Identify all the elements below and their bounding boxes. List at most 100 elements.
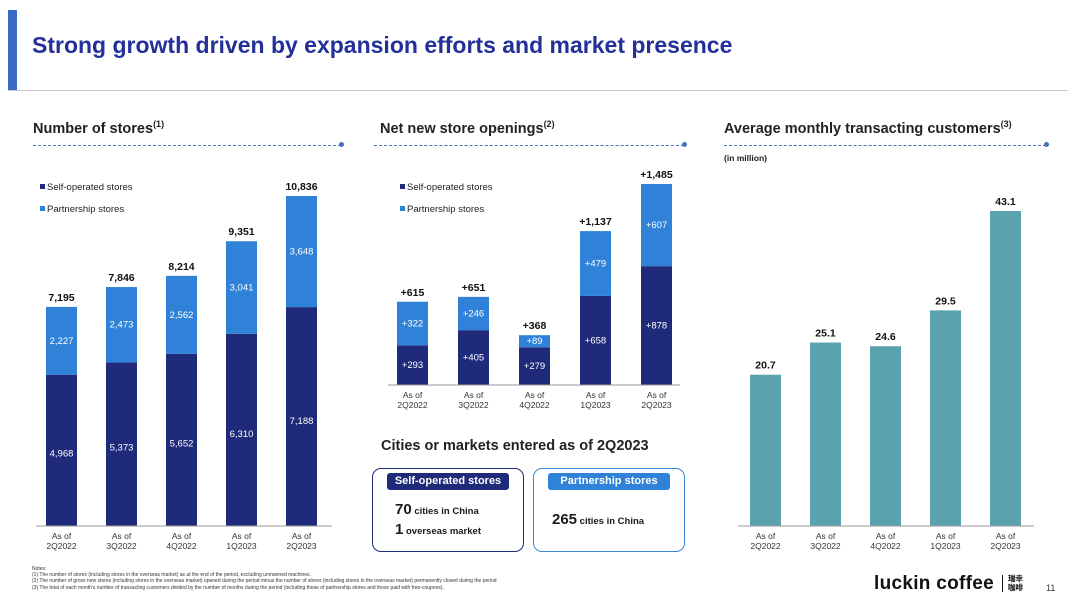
data-label: 5,652 (170, 438, 194, 449)
self-operated-cities-label: Self-operated stores (387, 473, 509, 490)
data-label: +293 (402, 360, 423, 371)
total-label: 8,214 (168, 261, 194, 273)
bar-partnership (226, 241, 257, 334)
data-label: 7,188 (290, 416, 314, 427)
data-label: +279 (524, 361, 545, 372)
bar-partnership (166, 275, 197, 354)
total-label: 7,846 (108, 272, 134, 284)
category-label: As of (876, 531, 896, 541)
total-label: +1,137 (579, 216, 612, 228)
stores-section-rule (33, 142, 344, 147)
category-label: 3Q2022 (810, 541, 841, 551)
customers-section-title: Average monthly transacting customers(3) (724, 119, 1012, 137)
bar-customers (870, 346, 901, 526)
category-label: 3Q2022 (106, 541, 137, 551)
category-label: As of (403, 390, 423, 400)
data-label: 5,373 (110, 442, 134, 453)
legend-swatch (400, 184, 405, 189)
data-label: 3,041 (230, 283, 254, 294)
openings-section-rule (374, 142, 687, 147)
legend-label: Self-operated stores (407, 182, 493, 193)
data-label: 2,473 (110, 320, 134, 331)
category-label: 4Q2022 (870, 541, 901, 551)
bar-self-operated (397, 345, 428, 385)
bar-partnership (580, 231, 611, 296)
openings-section-title: Net new store openings(2) (380, 119, 555, 137)
data-label: +405 (463, 353, 484, 364)
partnership-cities-card: Partnership stores 265 cities in China (533, 468, 685, 552)
category-label: As of (52, 531, 72, 541)
self-operated-overseas-markets: 1 overseas market (395, 521, 481, 538)
legend-label: Self-operated stores (47, 182, 133, 193)
bar-partnership (286, 196, 317, 308)
category-label: 2Q2022 (397, 400, 428, 410)
bar-self-operated (226, 333, 257, 526)
bar-customers (990, 211, 1021, 526)
self-operated-china-cities: 70 cities in China (395, 501, 479, 518)
category-label: 2Q2022 (46, 541, 77, 551)
bar-self-operated (519, 347, 550, 385)
data-label: +878 (646, 321, 667, 332)
customers-section-rule (724, 142, 1049, 147)
category-label: 1Q2023 (226, 541, 257, 551)
total-label: 10,836 (285, 181, 317, 193)
data-label: 3,648 (290, 247, 314, 258)
total-label: 9,351 (228, 226, 254, 238)
category-label: As of (586, 390, 606, 400)
total-label: 7,195 (48, 292, 74, 304)
category-label: As of (816, 531, 836, 541)
bar-partnership (519, 335, 550, 348)
bar-self-operated (166, 353, 197, 526)
page-number: 11 (1046, 583, 1056, 593)
category-label: 2Q2023 (286, 541, 317, 551)
title-divider (8, 90, 1068, 91)
category-label: 2Q2023 (641, 400, 672, 410)
data-label: +607 (646, 220, 667, 231)
category-label: 1Q2023 (930, 541, 961, 551)
data-label: +658 (585, 335, 606, 346)
footnote-header: Notes: (32, 566, 47, 572)
bar-partnership (106, 287, 137, 363)
stores-section-title: Number of stores(1) (33, 119, 165, 137)
partnership-china-cities: 265 cities in China (552, 511, 645, 528)
category-label: 2Q2022 (750, 541, 781, 551)
category-label: 4Q2022 (166, 541, 197, 551)
category-label: As of (525, 390, 545, 400)
data-label: 20.7 (755, 360, 776, 372)
bar-partnership (641, 184, 672, 267)
bar-customers (810, 342, 841, 526)
bar-partnership (458, 296, 489, 331)
footnote-3: (3) The total of each month's number of … (32, 584, 444, 591)
data-label: 2,562 (170, 310, 194, 321)
category-label: 3Q2022 (458, 400, 489, 410)
category-label: 4Q2022 (519, 400, 550, 410)
category-label: As of (936, 531, 956, 541)
legend-swatch (400, 206, 405, 211)
data-label: 29.5 (935, 295, 956, 307)
luckin-logo-chinese: 瑞幸 咖啡 (1002, 574, 1034, 592)
bar-self-operated (286, 307, 317, 526)
customers-unit-note: (in million) (724, 153, 767, 163)
legend-label: Partnership stores (47, 204, 124, 215)
data-label: 2,227 (50, 336, 74, 347)
data-label: 4,968 (50, 448, 74, 459)
legend-swatch (40, 184, 45, 189)
footnote-2: (2) The number of gross new stores (incl… (32, 578, 497, 585)
data-label: 25.1 (815, 328, 836, 340)
category-label: 1Q2023 (580, 400, 611, 410)
bar-customers (930, 310, 961, 526)
bar-self-operated (641, 266, 672, 385)
self-operated-cities-card: Self-operated stores 70 cities in China … (372, 468, 524, 552)
total-label: +1,485 (640, 169, 673, 181)
total-label: +615 (401, 287, 425, 299)
cities-section-title: Cities or markets entered as of 2Q2023 (381, 438, 649, 454)
category-label: As of (292, 531, 312, 541)
category-label: As of (172, 531, 192, 541)
bar-partnership (46, 306, 77, 375)
category-label: 2Q2023 (990, 541, 1021, 551)
bar-partnership (397, 301, 428, 346)
bar-self-operated (458, 330, 489, 385)
page-title: Strong growth driven by expansion effort… (32, 32, 733, 58)
data-label: 43.1 (995, 196, 1016, 208)
